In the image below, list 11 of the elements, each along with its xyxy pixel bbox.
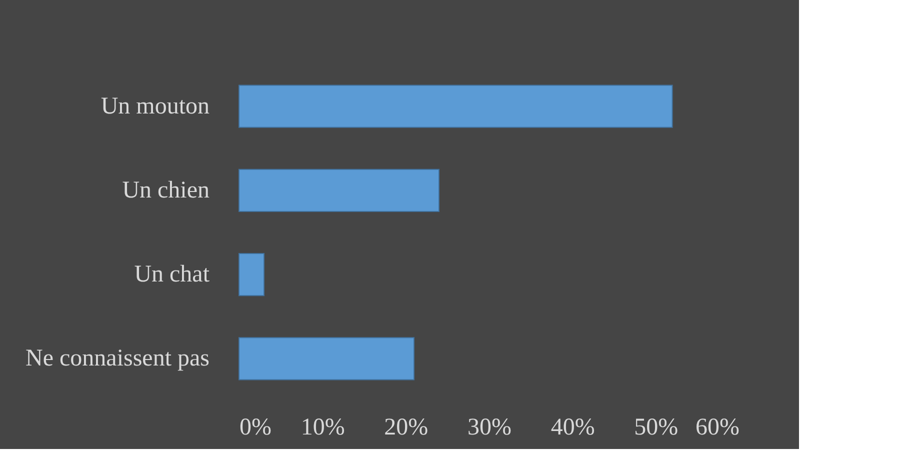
x-tick-label: 40% [550,414,595,440]
x-tick-label: 50% [634,414,678,440]
y-tick-label: Un chat [134,262,210,288]
x-tick-label: 60% [696,414,740,440]
y-tick-label: Ne connaissent pas [26,346,210,372]
x-tick-label: 0% [240,414,272,440]
y-tick-label: Un chien [122,177,210,204]
x-tick-label: 30% [468,414,512,440]
y-tick-label: Un mouton [100,93,210,120]
x-tick-label: 20% [384,414,428,440]
x-tick-label: 10% [300,414,345,440]
